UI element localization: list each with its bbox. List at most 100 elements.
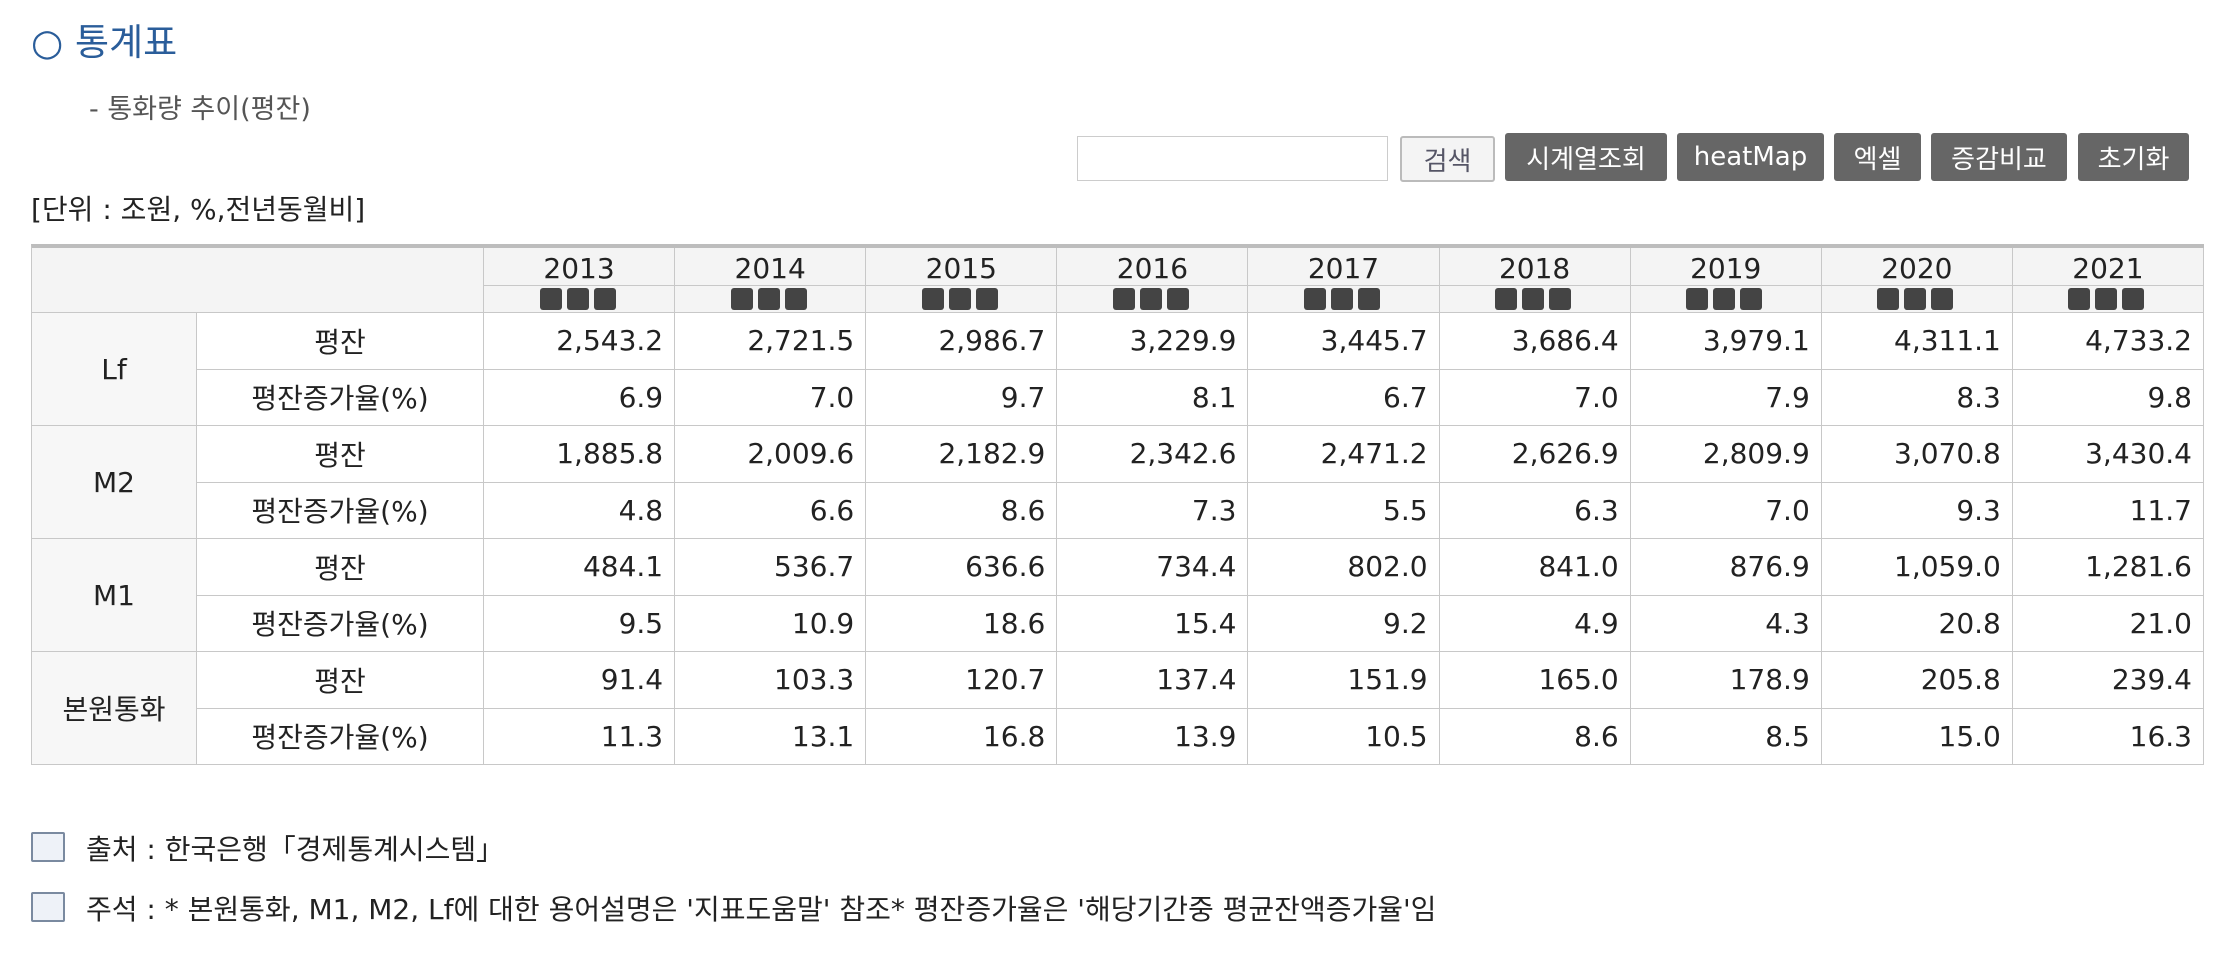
button[interactable]: 초기화: [2078, 133, 2189, 181]
value-cell: 484.1: [484, 539, 676, 596]
value-cell: 91.4: [484, 652, 676, 709]
year: 2018: [1498, 252, 1571, 285]
sort-button[interactable]: [1358, 288, 1380, 310]
unit: [단위 : 조원, %,전년동월비]: [31, 193, 366, 226]
sort-button[interactable]: [784, 288, 807, 310]
value-cell: 7.3: [1057, 482, 1249, 539]
sort-button[interactable]: [1522, 288, 1545, 310]
sort-button[interactable]: [2095, 288, 2118, 310]
sort-button[interactable]: [1713, 288, 1736, 310]
divider: [1821, 285, 2012, 286]
value-cell: 2,182.9: [866, 426, 1058, 483]
value-cell: 1,059.0: [1821, 539, 2013, 596]
sort-button[interactable]: [566, 288, 589, 310]
value-cell: 13.1: [675, 708, 867, 765]
value-cell: 7.0: [1439, 369, 1631, 426]
value-cell: 2,471.2: [1248, 426, 1440, 483]
value-cell: 734.4: [1057, 539, 1249, 596]
corner-cell: [32, 248, 484, 313]
value-cell: 9.3: [1821, 482, 2013, 539]
group-label: 본원통화: [32, 652, 197, 765]
value-cell: 137.4: [1057, 652, 1249, 709]
footnote: 주석 : * 본원통화, M1, M2, Lf에 대한 용어설명은 '지표도움말…: [86, 893, 1437, 926]
group-label: M1: [32, 539, 197, 652]
year: 2014: [734, 252, 806, 285]
value-cell: 239.4: [2012, 652, 2204, 709]
row-label: 평잔: [197, 426, 484, 483]
value-cell: 15.4: [1057, 595, 1249, 652]
sort-button[interactable]: [1549, 288, 1572, 310]
value-cell: 7.0: [1630, 482, 1822, 539]
sort-button[interactable]: [1495, 288, 1518, 310]
divider: [1630, 285, 1821, 286]
button[interactable]: 증감비교: [1931, 133, 2067, 181]
footnote: 출처 : 한국은행「경제통계시스템」: [86, 833, 505, 866]
sort-button[interactable]: [975, 288, 998, 310]
value-cell: 2,009.6: [675, 426, 867, 483]
value-cell: 16.3: [2012, 708, 2204, 765]
value-cell: 7.9: [1630, 369, 1822, 426]
sort-button[interactable]: [2068, 288, 2091, 310]
divider: [866, 285, 1057, 286]
value-cell: 6.3: [1439, 482, 1631, 539]
button[interactable]: 엑셀: [1834, 133, 1921, 181]
sort-button[interactable]: [2122, 288, 2145, 310]
subtitle: - 통화량 추이(평잔): [89, 94, 311, 125]
value-cell: 7.0: [675, 369, 867, 426]
sort-button[interactable]: [1304, 288, 1326, 310]
sort-button[interactable]: [948, 288, 971, 310]
book-icon: [31, 832, 65, 862]
year: 2015: [925, 252, 997, 285]
divider: [1248, 285, 1439, 286]
value-cell: 4,733.2: [2012, 313, 2204, 370]
value-cell: 841.0: [1439, 539, 1631, 596]
button[interactable]: heatMap: [1677, 133, 1824, 181]
value-cell: 3,229.9: [1057, 313, 1249, 370]
divider: [1439, 285, 1630, 286]
sort-button[interactable]: [1166, 288, 1189, 310]
sort-button[interactable]: [593, 288, 616, 310]
column-header: 2021: [2012, 248, 2204, 313]
sort-button[interactable]: [1904, 288, 1927, 310]
value-cell: 120.7: [866, 652, 1058, 709]
value-cell: 11.3: [484, 708, 676, 765]
value-cell: 2,809.9: [1630, 426, 1822, 483]
sort-button[interactable]: [1877, 288, 1900, 310]
search-input[interactable]: [1077, 136, 1388, 181]
row-label: 평잔증가율(%): [197, 369, 484, 426]
button[interactable]: 검색: [1400, 136, 1495, 182]
value-cell: 2,986.7: [866, 313, 1058, 370]
year: 2013: [543, 252, 615, 285]
sort-button[interactable]: [1686, 288, 1709, 310]
sort-button[interactable]: [1112, 288, 1135, 310]
value-cell: 11.7: [2012, 482, 2204, 539]
year: 2020: [1881, 252, 1953, 285]
value-cell: 3,070.8: [1821, 426, 2013, 483]
value-cell: 536.7: [675, 539, 867, 596]
sort-button[interactable]: [1331, 288, 1353, 310]
value-cell: 178.9: [1630, 652, 1822, 709]
book-icon: [31, 892, 65, 922]
sort-button[interactable]: [539, 288, 562, 310]
value-cell: 9.8: [2012, 369, 2204, 426]
value-cell: 2,543.2: [484, 313, 676, 370]
sort-button[interactable]: [921, 288, 944, 310]
sort-button[interactable]: [1740, 288, 1763, 310]
divider: [1057, 285, 1248, 286]
sort-button[interactable]: [1139, 288, 1162, 310]
sort-button[interactable]: [1931, 288, 1954, 310]
value-cell: 636.6: [866, 539, 1058, 596]
value-cell: 4.3: [1630, 595, 1822, 652]
value-cell: 13.9: [1057, 708, 1249, 765]
column-header: 2017: [1248, 248, 1440, 313]
value-cell: 3,430.4: [2012, 426, 2204, 483]
value-cell: 8.6: [1439, 708, 1631, 765]
year: 2017: [1307, 252, 1380, 285]
value-cell: 4.9: [1439, 595, 1631, 652]
button[interactable]: 시계열조회: [1505, 133, 1667, 181]
value-cell: 1,281.6: [2012, 539, 2204, 596]
value-cell: 165.0: [1439, 652, 1631, 709]
sort-button[interactable]: [730, 288, 753, 310]
sort-button[interactable]: [757, 288, 780, 310]
